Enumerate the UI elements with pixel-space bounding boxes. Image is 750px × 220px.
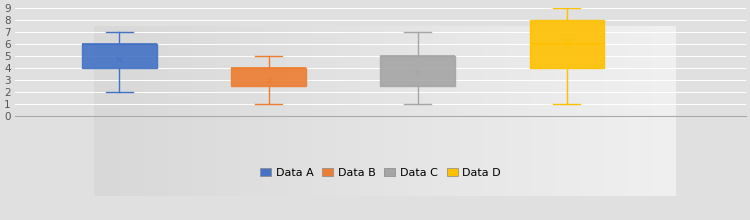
Bar (231, 68, 306, 86)
Legend: Data A, Data B, Data C, Data D: Data A, Data B, Data C, Data D (260, 168, 501, 178)
Bar (380, 56, 455, 86)
Bar (530, 20, 605, 68)
Bar (82, 44, 157, 68)
